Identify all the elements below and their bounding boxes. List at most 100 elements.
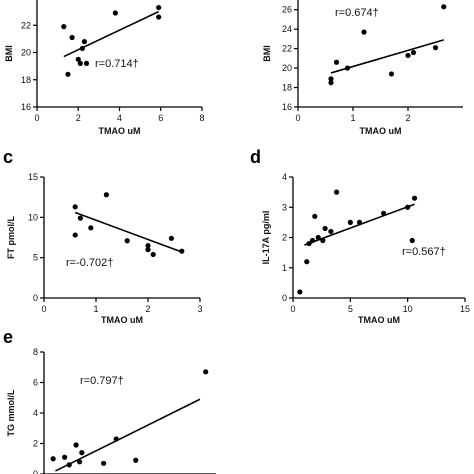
- data-point: [309, 237, 316, 244]
- data-point: [328, 228, 334, 235]
- data-point: [328, 76, 334, 82]
- correlation-annotation: r=0.714†: [95, 58, 139, 70]
- y-tick-label: 4: [33, 408, 38, 418]
- x-tick-label: 6: [158, 113, 163, 123]
- data-point: [356, 219, 363, 225]
- y-tick-label: 5: [33, 253, 38, 263]
- y-axis-label: IL-17A pg/ml: [261, 211, 271, 265]
- data-point: [83, 60, 90, 66]
- data-point: [328, 80, 334, 86]
- data-point: [66, 462, 72, 468]
- panel-a: 16 18 20 22 0 2 4 6 8 TMAO uM BMI r=0.714†: [4, 0, 205, 136]
- data-point: [156, 4, 162, 11]
- data-point: [179, 248, 185, 254]
- y-tick-label: 6: [33, 378, 38, 388]
- y-tick-label: 15: [28, 172, 38, 182]
- data-point: [145, 242, 151, 249]
- x-axis-label: TMAO uM: [360, 126, 402, 136]
- data-point: [77, 215, 83, 221]
- data-point: [297, 289, 303, 295]
- data-point: [65, 71, 71, 77]
- data-point: [79, 45, 85, 52]
- y-tick-label: 10: [28, 212, 38, 222]
- data-point: [69, 34, 75, 41]
- data-point: [101, 460, 107, 466]
- x-tick-label: 0: [290, 304, 295, 314]
- y-tick-label: 26: [282, 5, 292, 15]
- data-point: [168, 235, 174, 241]
- y-tick-label: 3: [282, 202, 287, 212]
- regression-line: [74, 211, 183, 253]
- x-tick-label: 15: [460, 304, 470, 314]
- panel-e: 0 2 4 6 8 TG mmol/L r=0.797† e: [3, 327, 216, 474]
- data-point: [333, 189, 340, 195]
- data-point: [344, 65, 351, 71]
- y-tick-label: 2: [282, 233, 287, 243]
- y-tick-label: 8: [33, 347, 38, 357]
- data-point: [156, 14, 162, 20]
- panel-c: 0 5 10 15 0 1 2 3 TMAO uM FT pmol/L r=-0.702† c: [3, 147, 203, 325]
- x-axis-label: TMAO uM: [358, 315, 400, 325]
- panel-label: d: [250, 147, 261, 167]
- x-tick-label: 5: [348, 304, 353, 314]
- data-point: [103, 192, 109, 198]
- data-point: [405, 52, 411, 59]
- x-tick-label: 2: [76, 113, 81, 123]
- data-point: [61, 24, 67, 30]
- data-point: [113, 436, 119, 442]
- data-point: [72, 204, 78, 210]
- panel-label: e: [3, 327, 13, 347]
- data-point: [411, 195, 418, 201]
- data-point: [312, 213, 318, 219]
- x-tick-label: 1: [93, 304, 98, 314]
- data-point: [133, 457, 139, 463]
- data-point: [150, 251, 156, 258]
- data-point: [347, 219, 353, 225]
- x-tick-label: 1: [350, 113, 355, 123]
- y-tick-label: 0: [33, 293, 38, 303]
- correlation-annotation: r=-0.702†: [66, 257, 113, 269]
- data-point: [50, 456, 56, 462]
- data-point: [306, 240, 312, 247]
- y-axis-label: BMI: [262, 45, 272, 62]
- data-point: [76, 459, 83, 465]
- x-tick-label: 0: [41, 304, 46, 314]
- x-tick-label: 0: [34, 113, 39, 123]
- y-tick-label: 16: [21, 102, 31, 112]
- y-tick-label: 24: [282, 24, 292, 34]
- data-point: [333, 59, 340, 65]
- y-tick-label: 18: [21, 75, 31, 85]
- panel-d: 0 1 2 3 4 0 5 10 15 TMAO uM IL-17A pg/ml r=0.567† d: [250, 147, 470, 325]
- y-tick-label: 22: [282, 44, 292, 54]
- data-point: [405, 204, 411, 210]
- correlation-annotation: r=0.797†: [80, 375, 124, 387]
- data-point: [388, 71, 395, 77]
- y-axis-label: BMI: [4, 45, 14, 62]
- data-point: [62, 454, 68, 460]
- x-tick-label: 10: [403, 304, 413, 314]
- correlation-annotation: r=0.567†: [402, 246, 446, 258]
- y-tick-label: 0: [282, 293, 287, 303]
- data-point: [410, 49, 417, 56]
- data-point: [320, 237, 326, 244]
- data-point: [380, 210, 387, 216]
- x-tick-label: 8: [199, 113, 204, 123]
- y-tick-label: 20: [21, 48, 31, 58]
- y-axis-label: FT pmol/L: [6, 216, 16, 259]
- x-tick-label: 4: [117, 113, 122, 123]
- data-point: [322, 225, 328, 232]
- data-point: [441, 4, 447, 10]
- y-axis-label: TG mmol/L: [6, 389, 16, 437]
- y-tick-label: 16: [282, 102, 292, 112]
- data-point: [203, 369, 209, 375]
- x-tick-label: 2: [405, 113, 410, 123]
- data-point: [73, 442, 79, 448]
- y-tick-label: 0: [33, 469, 38, 474]
- y-tick-label: 20: [282, 63, 292, 73]
- data-point: [409, 237, 415, 244]
- data-point: [77, 60, 83, 66]
- data-point: [432, 45, 439, 51]
- x-axis-label: TMAO uM: [99, 126, 141, 136]
